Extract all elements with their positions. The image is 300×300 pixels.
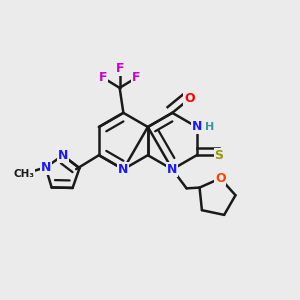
Text: H: H [206, 122, 215, 132]
Text: N: N [58, 149, 68, 162]
Text: O: O [215, 172, 226, 185]
Text: S: S [214, 149, 224, 162]
Text: F: F [116, 62, 124, 75]
Text: O: O [184, 92, 195, 105]
Text: F: F [99, 71, 107, 84]
Text: N: N [167, 163, 178, 176]
Text: N: N [118, 163, 129, 176]
Text: N: N [192, 121, 202, 134]
Text: N: N [40, 161, 51, 174]
Text: F: F [132, 71, 140, 84]
Text: CH₃: CH₃ [13, 169, 34, 179]
